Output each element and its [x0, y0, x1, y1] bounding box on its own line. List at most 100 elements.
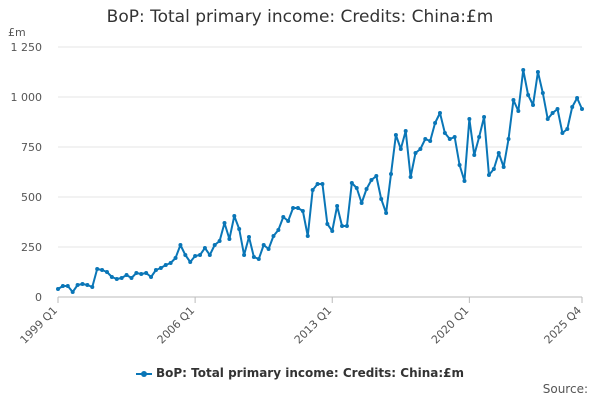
data-point[interactable]	[60, 284, 65, 288]
data-point[interactable]	[433, 121, 438, 125]
data-point[interactable]	[374, 174, 379, 178]
data-point[interactable]	[452, 135, 457, 139]
data-point[interactable]	[403, 129, 408, 133]
data-point[interactable]	[364, 187, 369, 191]
data-point[interactable]	[349, 181, 354, 185]
data-point[interactable]	[193, 254, 198, 258]
data-point[interactable]	[153, 268, 158, 272]
data-point[interactable]	[491, 167, 496, 171]
data-point[interactable]	[183, 253, 188, 257]
data-point[interactable]	[408, 175, 413, 179]
data-point[interactable]	[511, 98, 516, 102]
data-point[interactable]	[310, 188, 315, 192]
data-point[interactable]	[271, 234, 276, 238]
legend[interactable]: BoP: Total primary income: Credits: Chin…	[0, 366, 600, 380]
data-point[interactable]	[442, 131, 447, 135]
data-point[interactable]	[335, 204, 340, 208]
data-point[interactable]	[369, 178, 374, 182]
data-point[interactable]	[320, 182, 325, 186]
data-point[interactable]	[344, 224, 349, 228]
data-point[interactable]	[354, 186, 359, 190]
data-point[interactable]	[555, 107, 560, 111]
data-point[interactable]	[188, 260, 193, 264]
data-point[interactable]	[266, 247, 271, 251]
data-point[interactable]	[447, 137, 452, 141]
data-point[interactable]	[163, 263, 168, 267]
data-point[interactable]	[457, 163, 462, 167]
data-point[interactable]	[580, 107, 584, 111]
data-point[interactable]	[276, 228, 281, 232]
data-point[interactable]	[516, 109, 521, 113]
data-point[interactable]	[526, 93, 531, 97]
data-point[interactable]	[237, 227, 242, 231]
data-point[interactable]	[144, 271, 149, 275]
data-point[interactable]	[80, 282, 85, 286]
data-point[interactable]	[286, 219, 291, 223]
data-point[interactable]	[315, 182, 320, 186]
data-point[interactable]	[540, 91, 545, 95]
data-point[interactable]	[222, 221, 227, 225]
data-point[interactable]	[291, 206, 296, 210]
data-point[interactable]	[496, 151, 501, 155]
data-point[interactable]	[462, 179, 467, 183]
data-point[interactable]	[124, 273, 129, 277]
data-point[interactable]	[173, 256, 178, 260]
data-point[interactable]	[119, 276, 124, 280]
data-point[interactable]	[545, 117, 550, 121]
data-point[interactable]	[100, 268, 105, 272]
data-point[interactable]	[300, 209, 305, 213]
data-point[interactable]	[482, 115, 487, 119]
data-point[interactable]	[104, 270, 109, 274]
data-point[interactable]	[149, 275, 154, 279]
data-point[interactable]	[506, 137, 511, 141]
data-point[interactable]	[295, 206, 300, 210]
data-point[interactable]	[486, 173, 491, 177]
data-point[interactable]	[178, 243, 183, 247]
data-point[interactable]	[423, 137, 428, 141]
data-point[interactable]	[232, 214, 237, 218]
data-point[interactable]	[65, 284, 70, 288]
data-point[interactable]	[565, 127, 570, 131]
data-point[interactable]	[340, 224, 345, 228]
data-point[interactable]	[305, 234, 310, 238]
data-point[interactable]	[330, 229, 335, 233]
data-point[interactable]	[75, 283, 80, 287]
data-point[interactable]	[168, 261, 173, 265]
data-point[interactable]	[207, 253, 212, 257]
data-point[interactable]	[531, 103, 536, 107]
data-point[interactable]	[428, 139, 433, 143]
data-point[interactable]	[325, 222, 330, 226]
data-point[interactable]	[95, 267, 100, 271]
data-point[interactable]	[398, 147, 403, 151]
data-point[interactable]	[85, 283, 90, 287]
data-point[interactable]	[472, 153, 477, 157]
data-point[interactable]	[379, 197, 384, 201]
data-point[interactable]	[418, 147, 423, 151]
data-point[interactable]	[501, 165, 506, 169]
data-point[interactable]	[246, 235, 251, 239]
data-point[interactable]	[393, 133, 398, 137]
data-point[interactable]	[90, 285, 95, 289]
data-point[interactable]	[134, 271, 139, 275]
data-point[interactable]	[242, 253, 247, 257]
data-point[interactable]	[212, 243, 217, 247]
data-point[interactable]	[521, 68, 526, 72]
data-point[interactable]	[535, 70, 540, 74]
data-point[interactable]	[227, 237, 232, 241]
data-point[interactable]	[109, 275, 114, 279]
data-point[interactable]	[413, 151, 418, 155]
data-point[interactable]	[139, 272, 144, 276]
data-point[interactable]	[575, 96, 580, 100]
data-point[interactable]	[251, 255, 256, 259]
data-point[interactable]	[158, 266, 163, 270]
data-point[interactable]	[477, 135, 482, 139]
data-point[interactable]	[256, 257, 261, 261]
data-point[interactable]	[384, 211, 389, 215]
data-point[interactable]	[389, 172, 394, 176]
data-point[interactable]	[114, 277, 119, 281]
data-point[interactable]	[56, 287, 60, 291]
data-point[interactable]	[202, 246, 207, 250]
data-point[interactable]	[359, 201, 364, 205]
data-point[interactable]	[467, 117, 472, 121]
data-point[interactable]	[437, 111, 442, 115]
